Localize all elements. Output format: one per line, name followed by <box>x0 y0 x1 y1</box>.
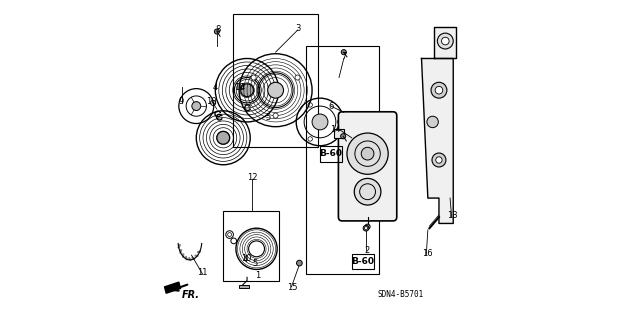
Text: 12: 12 <box>248 173 258 182</box>
Text: 4: 4 <box>212 83 218 92</box>
Circle shape <box>341 50 346 55</box>
Circle shape <box>363 225 369 231</box>
Circle shape <box>251 75 256 80</box>
Circle shape <box>347 133 388 174</box>
Polygon shape <box>422 59 453 223</box>
Polygon shape <box>434 27 456 59</box>
Circle shape <box>273 113 278 118</box>
Circle shape <box>268 82 284 98</box>
Text: 15: 15 <box>287 283 298 292</box>
Circle shape <box>361 147 374 160</box>
Bar <box>223 211 279 281</box>
Circle shape <box>437 33 453 49</box>
Circle shape <box>355 178 381 205</box>
Text: B-60: B-60 <box>319 149 342 158</box>
Text: 1: 1 <box>255 271 260 280</box>
Text: 3: 3 <box>295 24 301 33</box>
Circle shape <box>296 260 302 266</box>
Text: 5: 5 <box>252 259 257 268</box>
Polygon shape <box>164 282 180 293</box>
Circle shape <box>442 37 449 45</box>
Circle shape <box>340 134 346 139</box>
Circle shape <box>435 86 443 94</box>
Circle shape <box>220 134 227 141</box>
Text: 9: 9 <box>179 97 184 106</box>
Circle shape <box>432 153 446 167</box>
Text: 4: 4 <box>239 83 245 92</box>
Text: 10: 10 <box>234 83 245 92</box>
Text: 11: 11 <box>197 268 208 277</box>
Circle shape <box>241 84 253 97</box>
Circle shape <box>243 86 251 94</box>
Circle shape <box>312 114 328 130</box>
Text: 10: 10 <box>206 97 217 106</box>
Bar <box>334 129 344 138</box>
FancyBboxPatch shape <box>339 112 397 221</box>
Bar <box>239 285 248 288</box>
Circle shape <box>427 116 438 128</box>
Bar <box>306 46 379 274</box>
Text: 16: 16 <box>422 249 433 258</box>
Text: 8: 8 <box>215 25 221 35</box>
Text: 10: 10 <box>241 254 252 263</box>
Text: 5: 5 <box>265 113 270 122</box>
Circle shape <box>295 75 300 80</box>
Circle shape <box>436 157 442 163</box>
Bar <box>320 146 342 162</box>
Text: B-60: B-60 <box>351 257 374 266</box>
Text: 7: 7 <box>342 52 347 61</box>
Circle shape <box>431 82 447 98</box>
Text: FR.: FR. <box>182 290 200 300</box>
Circle shape <box>192 102 201 110</box>
Bar <box>352 253 374 269</box>
Text: SDN4-B5701: SDN4-B5701 <box>378 290 424 299</box>
Circle shape <box>217 132 230 144</box>
Circle shape <box>364 227 367 230</box>
Text: 4: 4 <box>243 255 248 264</box>
Text: 2: 2 <box>364 246 369 255</box>
Text: 14: 14 <box>330 125 340 134</box>
Text: 13: 13 <box>447 211 458 220</box>
Circle shape <box>365 224 370 229</box>
Text: 6: 6 <box>328 101 334 111</box>
Circle shape <box>214 29 220 34</box>
Bar <box>233 14 319 147</box>
